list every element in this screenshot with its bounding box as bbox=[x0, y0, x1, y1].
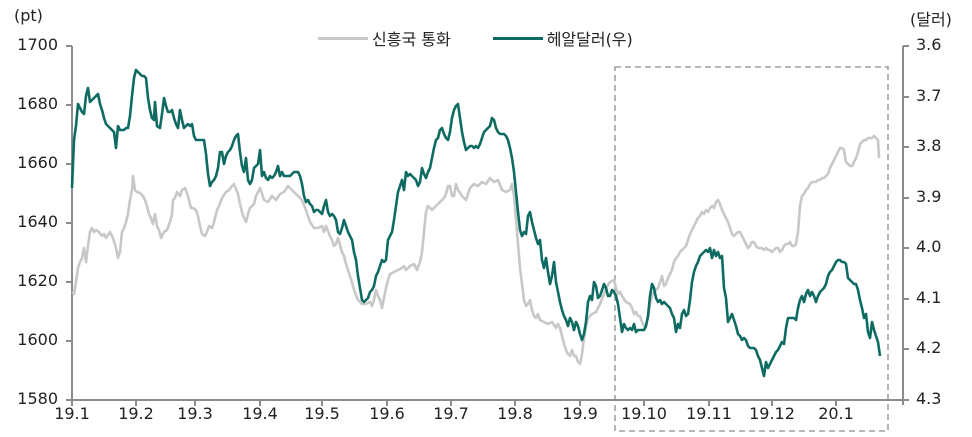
legend-swatch-teal bbox=[492, 36, 543, 40]
x-tick: 19.1 bbox=[54, 404, 90, 423]
right-tick: 4.0 bbox=[916, 237, 942, 256]
x-tick: 19.12 bbox=[749, 404, 795, 423]
x-tick: 19.10 bbox=[621, 404, 667, 423]
x-tick: 19.5 bbox=[304, 404, 340, 423]
left-axis-unit: (pt) bbox=[14, 6, 43, 25]
legend-swatch-gray bbox=[318, 36, 368, 40]
x-tick: 19.8 bbox=[497, 404, 533, 423]
legend-item-em-currency: 신흥국 통화 bbox=[318, 26, 451, 50]
left-tick: 1600 bbox=[17, 330, 58, 349]
left-tick: 1640 bbox=[17, 212, 58, 231]
legend: 신흥국 통화 헤알달러(우) bbox=[318, 26, 675, 50]
x-tick: 19.4 bbox=[242, 404, 278, 423]
series-brl-usd-line bbox=[70, 68, 882, 378]
left-tick: 1580 bbox=[17, 389, 58, 408]
x-tick: 19.7 bbox=[433, 404, 469, 423]
left-tick: 1660 bbox=[17, 153, 58, 172]
right-tick: 4.3 bbox=[916, 389, 942, 408]
legend-label: 헤알달러(우) bbox=[546, 30, 633, 49]
x-tick: 19.11 bbox=[686, 404, 732, 423]
right-tick: 3.8 bbox=[916, 136, 942, 155]
x-tick: 19.3 bbox=[177, 404, 213, 423]
legend-item-brl-usd: 헤알달러(우) bbox=[492, 26, 633, 50]
right-tick: 3.7 bbox=[916, 86, 942, 105]
x-tick: 19.2 bbox=[118, 404, 154, 423]
highlight-box bbox=[614, 66, 889, 432]
right-tick: 3.6 bbox=[916, 35, 942, 54]
x-tick: 19.6 bbox=[369, 404, 405, 423]
series-em-currency-line bbox=[71, 134, 881, 366]
left-tick: 1680 bbox=[17, 94, 58, 113]
right-tick: 4.1 bbox=[916, 288, 942, 307]
right-tick: 3.9 bbox=[916, 187, 942, 206]
right-axis-unit: (달러) bbox=[910, 10, 952, 29]
x-tick: 20.1 bbox=[818, 404, 854, 423]
x-tick: 19.9 bbox=[562, 404, 598, 423]
right-tick: 4.2 bbox=[916, 338, 942, 357]
left-tick: 1620 bbox=[17, 271, 58, 290]
axes-lines bbox=[66, 45, 909, 406]
left-tick: 1700 bbox=[17, 35, 58, 54]
legend-label: 신흥국 통화 bbox=[372, 30, 451, 49]
